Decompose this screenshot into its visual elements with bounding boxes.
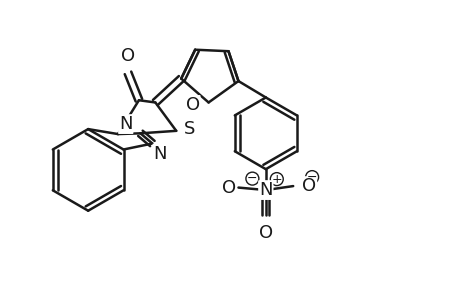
Text: −: − <box>306 171 317 184</box>
Text: S: S <box>184 120 195 138</box>
Text: N: N <box>258 181 272 199</box>
Text: O: O <box>302 177 316 195</box>
Text: O: O <box>258 224 272 242</box>
Text: −: − <box>246 172 257 185</box>
Text: N: N <box>119 115 132 133</box>
Text: O: O <box>121 47 135 65</box>
Text: O: O <box>221 178 235 196</box>
Text: O: O <box>185 96 199 114</box>
Text: +: + <box>271 172 281 186</box>
Text: N: N <box>153 145 167 163</box>
